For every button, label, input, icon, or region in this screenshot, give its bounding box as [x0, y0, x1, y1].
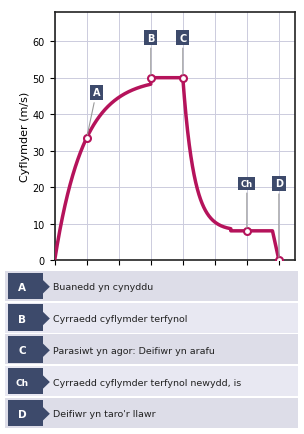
- Text: B: B: [147, 33, 154, 76]
- Text: A: A: [18, 282, 26, 292]
- Text: Cyrraedd cyflymder terfynol: Cyrraedd cyflymder terfynol: [53, 314, 188, 323]
- Text: Ch: Ch: [241, 180, 253, 229]
- X-axis label: Amser (s): Amser (s): [148, 284, 202, 294]
- Text: Deifiwr yn taro'r llawr: Deifiwr yn taro'r llawr: [53, 409, 156, 418]
- Text: B: B: [18, 314, 26, 324]
- Text: Cyrraedd cyflymder terfynol newydd, is: Cyrraedd cyflymder terfynol newydd, is: [53, 378, 241, 387]
- Text: D: D: [18, 409, 26, 419]
- Text: Parasiwt yn agor: Deifiwr yn arafu: Parasiwt yn agor: Deifiwr yn arafu: [53, 346, 215, 355]
- Text: Ch: Ch: [16, 378, 29, 387]
- Y-axis label: Cyflymder (m/s): Cyflymder (m/s): [20, 92, 30, 182]
- Text: C: C: [19, 345, 26, 355]
- Text: A: A: [87, 88, 100, 136]
- Text: Buanedd yn cynyddu: Buanedd yn cynyddu: [53, 283, 154, 292]
- Text: D: D: [275, 179, 283, 258]
- Text: C: C: [179, 33, 186, 76]
